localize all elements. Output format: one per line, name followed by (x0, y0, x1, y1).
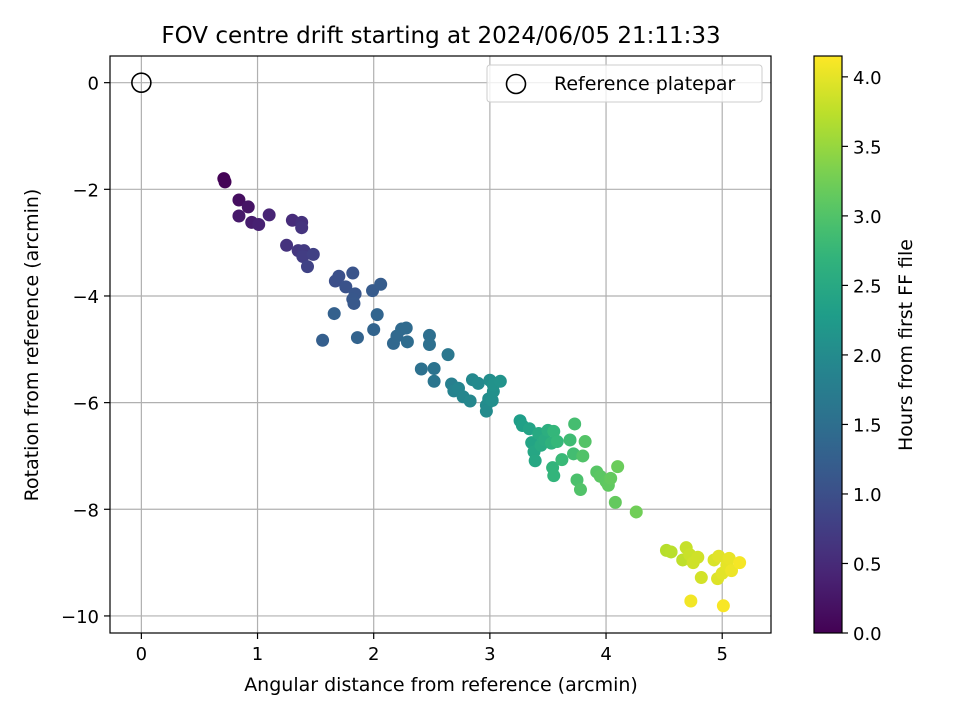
x-axis-label: Angular distance from reference (arcmin) (244, 674, 638, 696)
data-point (573, 483, 587, 497)
legend: Reference platepar (486, 64, 763, 103)
y-tick-label: −6 (72, 394, 99, 415)
data-point (733, 556, 747, 570)
colorbar-tick-label: 2.0 (853, 346, 882, 367)
data-point (611, 460, 625, 474)
data-point (547, 469, 561, 483)
data-point (563, 433, 577, 447)
data-point (422, 328, 436, 342)
data-point (296, 250, 310, 264)
data-point (684, 594, 698, 608)
data-point (568, 417, 582, 431)
data-point (578, 435, 592, 449)
data-point (374, 277, 388, 291)
y-tick-label: 0 (88, 74, 99, 95)
data-point (694, 571, 708, 585)
data-point (722, 551, 736, 565)
data-point (725, 564, 739, 578)
data-point (629, 505, 643, 519)
x-tick-label: 0 (136, 644, 147, 665)
data-point (332, 269, 346, 283)
data-point (280, 238, 294, 252)
data-point (300, 260, 314, 274)
data-point (664, 545, 678, 559)
data-point (400, 335, 414, 349)
data-point (712, 549, 726, 563)
data-point (347, 296, 361, 310)
colorbar-tick-label: 2.5 (853, 276, 882, 297)
data-point (471, 376, 485, 390)
x-tick-label: 5 (716, 644, 727, 665)
data-point (493, 374, 507, 388)
data-point (550, 435, 564, 449)
colorbar-tick-label: 3.0 (853, 207, 882, 228)
legend-reference-label: Reference platepar (554, 73, 736, 95)
data-point (555, 453, 569, 467)
data-point (232, 209, 246, 223)
data-point (339, 280, 353, 294)
colorbar-tick-label: 4.0 (853, 68, 882, 89)
x-tick-label: 3 (484, 644, 495, 665)
data-point (479, 404, 493, 418)
data-point (316, 333, 330, 347)
y-tick-label: −8 (72, 500, 99, 521)
data-point (232, 193, 246, 207)
data-point (528, 454, 542, 468)
y-tick-label: −2 (72, 180, 99, 201)
data-point (691, 550, 705, 564)
reference-marker (131, 72, 152, 93)
data-point (350, 331, 364, 345)
x-tick-label: 4 (600, 644, 611, 665)
data-point (422, 338, 436, 351)
colorbar: 0.0 0.5 1.0 1.5 2.0 2.5 3.0 3.5 4.0 (813, 55, 882, 645)
data-point (463, 394, 477, 408)
data-point (427, 374, 441, 388)
data-point (441, 348, 455, 362)
data-point (327, 307, 341, 321)
legend-box (486, 64, 763, 103)
plot-frame (109, 55, 772, 634)
data-point (608, 495, 622, 509)
data-point (262, 208, 276, 222)
colorbar-tick-label: 3.5 (853, 137, 882, 158)
colorbar-gradient (813, 55, 843, 634)
colorbar-tick-label: 1.5 (853, 415, 882, 436)
y-axis-label: Rotation from reference (arcmin) (21, 189, 43, 502)
colorbar-tick-label: 0.5 (853, 554, 882, 575)
x-tick-label: 2 (368, 644, 379, 665)
data-point (414, 362, 428, 376)
data-point (295, 221, 309, 235)
legend-reference-marker (505, 73, 527, 95)
data-point (370, 308, 384, 322)
data-point (399, 321, 413, 335)
data-point (604, 471, 618, 485)
colorbar-label: Hours from first FF file (895, 239, 917, 451)
colorbar-tick-label: 1.0 (853, 485, 882, 506)
data-point (576, 449, 590, 463)
colorbar-tick-label: 0.0 (853, 624, 882, 645)
x-tick-label: 1 (252, 644, 263, 665)
y-tick-label: −4 (72, 287, 99, 308)
data-point (427, 361, 441, 375)
data-point (367, 323, 381, 337)
data-point (306, 247, 320, 261)
data-point (547, 424, 561, 438)
y-tick-label: −10 (61, 607, 99, 628)
data-point (346, 266, 360, 280)
data-point (716, 599, 730, 613)
chart-title: FOV centre drift starting at 2024/06/05 … (161, 23, 720, 49)
data-point (241, 200, 255, 214)
data-point (252, 218, 266, 232)
data-point (218, 175, 232, 189)
